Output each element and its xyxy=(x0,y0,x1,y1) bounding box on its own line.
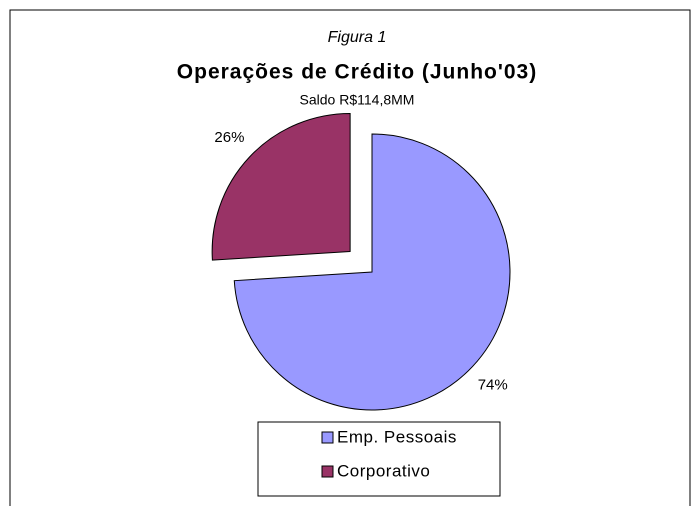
chart-title: Operações de Crédito (Junho'03) xyxy=(177,61,537,84)
data-label: 26% xyxy=(214,129,244,146)
legend-swatch xyxy=(321,465,334,478)
chart-frame xyxy=(9,9,691,506)
pie-slice xyxy=(233,133,511,411)
legend-label: Corporativo xyxy=(337,461,430,480)
legend-swatch xyxy=(321,431,334,444)
figure-label: Figura 1 xyxy=(328,29,387,46)
pie-slice xyxy=(211,112,351,261)
legend-box xyxy=(257,421,501,497)
legend-label: Emp. Pessoais xyxy=(337,427,457,446)
data-label: 74% xyxy=(478,376,508,393)
chart-subtitle: Saldo R$114,8MM xyxy=(300,92,415,108)
